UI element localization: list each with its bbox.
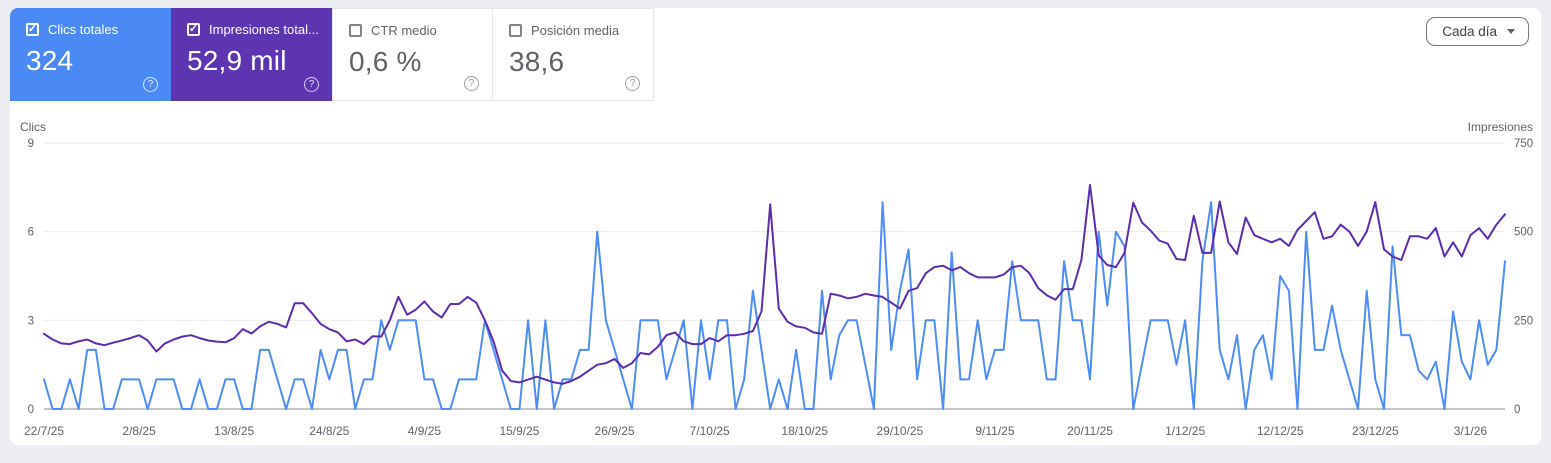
- svg-text:1/12/25: 1/12/25: [1165, 424, 1205, 438]
- metric-card-average-position[interactable]: Posición media 38,6 ?: [493, 8, 654, 101]
- checkbox-checked-icon[interactable]: ✓: [187, 23, 200, 36]
- svg-text:23/12/25: 23/12/25: [1352, 424, 1399, 438]
- help-icon[interactable]: ?: [304, 77, 319, 92]
- metric-label: Posición media: [531, 23, 620, 38]
- svg-text:7/10/25: 7/10/25: [690, 424, 730, 438]
- period-selector-button[interactable]: Cada día: [1426, 17, 1529, 46]
- svg-text:3: 3: [28, 315, 34, 327]
- metric-card-total-clicks[interactable]: ✓ Clics totales 324 ?: [10, 8, 171, 101]
- performance-line-chart: 0 0 3 250 6 500 9 750 Clics Impresiones 22/7/25 2/8…: [20, 120, 1533, 438]
- svg-text:9: 9: [28, 138, 34, 150]
- period-selector-label: Cada día: [1442, 24, 1497, 39]
- metric-card-average-ctr[interactable]: CTR medio 0,6 % ?: [332, 8, 493, 101]
- metric-value: 52,9 mil: [187, 45, 287, 76]
- performance-panel: ✓ Clics totales 324 ? ✓ Impresiones tota…: [10, 8, 1541, 445]
- svg-text:250: 250: [1514, 315, 1533, 327]
- chevron-down-icon: [1507, 29, 1515, 34]
- svg-text:3/1/26: 3/1/26: [1454, 424, 1488, 438]
- metric-value: 38,6: [509, 46, 565, 77]
- metric-label: Impresiones total...: [209, 22, 318, 37]
- svg-text:Impresiones: Impresiones: [1468, 120, 1533, 134]
- svg-text:15/9/25: 15/9/25: [499, 424, 539, 438]
- svg-text:24/8/25: 24/8/25: [309, 424, 349, 438]
- checkbox-unchecked-icon[interactable]: [509, 24, 522, 37]
- svg-text:13/8/25: 13/8/25: [214, 424, 254, 438]
- svg-text:12/12/25: 12/12/25: [1257, 424, 1304, 438]
- metric-card-total-impressions[interactable]: ✓ Impresiones total... 52,9 mil ?: [171, 8, 332, 101]
- checkbox-unchecked-icon[interactable]: [349, 24, 362, 37]
- svg-text:18/10/25: 18/10/25: [781, 424, 828, 438]
- svg-text:0: 0: [28, 404, 34, 416]
- help-icon[interactable]: ?: [625, 76, 640, 91]
- svg-text:Clics: Clics: [20, 120, 46, 134]
- svg-text:6: 6: [28, 227, 34, 239]
- metric-label: CTR medio: [371, 23, 437, 38]
- svg-text:20/11/25: 20/11/25: [1067, 424, 1113, 438]
- svg-text:2/8/25: 2/8/25: [122, 424, 156, 438]
- svg-text:4/9/25: 4/9/25: [408, 424, 442, 438]
- svg-text:750: 750: [1514, 138, 1533, 150]
- svg-text:0: 0: [1514, 404, 1520, 416]
- svg-text:500: 500: [1514, 227, 1533, 239]
- checkbox-checked-icon[interactable]: ✓: [26, 23, 39, 36]
- svg-text:9/11/25: 9/11/25: [975, 424, 1014, 438]
- svg-text:26/9/25: 26/9/25: [595, 424, 635, 438]
- svg-text:29/10/25: 29/10/25: [876, 424, 923, 438]
- svg-text:22/7/25: 22/7/25: [24, 424, 64, 438]
- help-icon[interactable]: ?: [464, 76, 479, 91]
- help-icon[interactable]: ?: [143, 77, 158, 92]
- metric-cards: ✓ Clics totales 324 ? ✓ Impresiones tota…: [10, 8, 654, 101]
- metric-label: Clics totales: [48, 22, 119, 37]
- metric-value: 0,6 %: [349, 46, 422, 77]
- metric-value: 324: [26, 45, 74, 76]
